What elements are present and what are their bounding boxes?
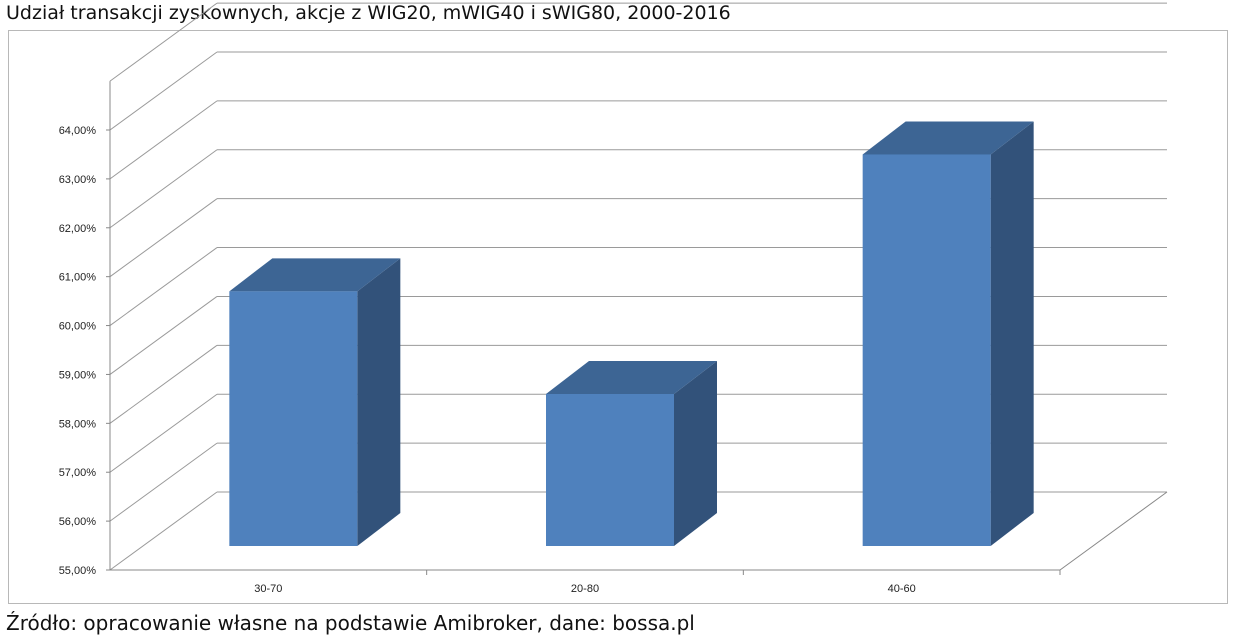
bar-front-face: [229, 291, 358, 546]
side-gridline: [109, 296, 218, 375]
chart-frame: [8, 30, 1228, 604]
bar-front-face: [546, 394, 674, 546]
bar-top-face: [229, 258, 401, 292]
side-gridline: [109, 51, 218, 131]
floor-right-edge: [1059, 491, 1168, 571]
source-note: Źródło: opracowanie własne na podstawie …: [6, 611, 695, 635]
bar-20-80: [546, 361, 717, 546]
bar-side-face: [674, 361, 717, 546]
y-tick-label: 62,00%: [59, 223, 97, 235]
y-tick-label: 61,00%: [59, 272, 97, 284]
axes: [106, 81, 1168, 575]
side-gridline: [109, 393, 218, 473]
bar-40-60: [862, 121, 1034, 546]
side-gridline: [109, 100, 218, 180]
y-tick-label: 63,00%: [59, 174, 97, 186]
y-tick-label: 58,00%: [59, 418, 97, 430]
y-tick-label: 59,00%: [59, 369, 97, 381]
y-tick-labels: 55,00% 56,00% 57,00% 58,00% 59,00% 60,00% 61,0…: [59, 125, 97, 577]
side-gridline: [109, 442, 218, 522]
x-category-label: 40-60: [888, 583, 916, 595]
y-tick-label: 64,00%: [59, 125, 97, 137]
side-gridline: [109, 149, 218, 229]
bars: [229, 121, 1034, 546]
side-gridline: [109, 247, 218, 326]
side-gridline: [109, 198, 218, 278]
x-category-label: 30-70: [254, 583, 282, 595]
chart-title: Udział transakcji zyskownych, akcje z WI…: [6, 2, 731, 24]
x-category-label: 20-80: [571, 583, 599, 595]
bar-side-face: [990, 121, 1034, 546]
bar-30-70: [229, 258, 401, 546]
y-tick-label: 56,00%: [59, 516, 97, 528]
x-category-labels: 30-70 20-80 40-60: [254, 583, 915, 595]
side-gridline: [109, 491, 218, 571]
y-tick-label: 60,00%: [59, 321, 97, 333]
bar-front-face: [862, 154, 991, 546]
side-gridline: [109, 344, 218, 424]
bar-side-face: [357, 258, 401, 546]
y-tick-label: 57,00%: [59, 467, 97, 479]
bar-top-face: [862, 121, 1034, 155]
side-gridline: [109, 2, 218, 82]
bar-top-face: [546, 361, 717, 394]
y-tick-label: 55,00%: [59, 565, 97, 577]
